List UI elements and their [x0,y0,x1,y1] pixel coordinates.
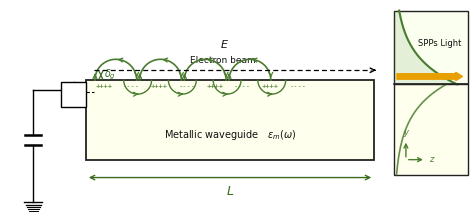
Bar [61,82,86,107]
Text: ----: ---- [290,83,307,89]
Text: ++++: ++++ [96,83,113,89]
Bar [86,80,374,160]
Text: SPPs Light: SPPs Light [419,39,462,48]
Text: z: z [429,155,433,164]
Text: $L$: $L$ [226,186,234,198]
Text: Electron beam: Electron beam [190,56,255,65]
Bar [394,11,468,84]
FancyArrow shape [397,72,463,81]
Text: ++++: ++++ [151,83,168,89]
Text: $\delta_g$: $\delta_g$ [104,68,116,82]
Text: ----: ---- [234,83,251,89]
Bar [394,84,468,175]
Text: ----: ---- [178,83,195,89]
Text: y: y [403,128,409,137]
Text: ++++: ++++ [262,83,279,89]
Text: ----: ---- [123,83,140,89]
Text: ++++: ++++ [206,83,223,89]
Text: Metallic waveguide   $\epsilon_m(\omega)$: Metallic waveguide $\epsilon_m(\omega)$ [164,128,296,142]
Text: $E$: $E$ [220,38,229,50]
